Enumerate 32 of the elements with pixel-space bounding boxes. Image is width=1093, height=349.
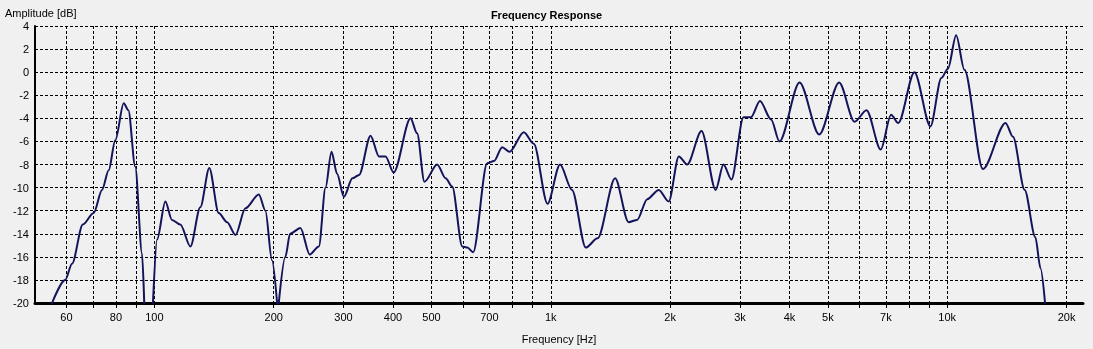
- x-tick-label: 5k: [822, 310, 835, 323]
- x-tick-label: 700: [480, 310, 499, 323]
- y-tick-label: -8: [19, 158, 29, 171]
- x-tick-label: 20k: [1057, 310, 1076, 323]
- x-tick-label: 500: [422, 310, 441, 323]
- x-tick-label: 4k: [783, 310, 796, 323]
- x-tick-label: 300: [334, 310, 353, 323]
- x-axis-title: Frequency [Hz]: [521, 332, 597, 345]
- y-tick-label: -14: [13, 227, 29, 240]
- x-tick-label: 1k: [544, 310, 558, 323]
- x-tick-label: 60: [60, 310, 73, 323]
- y-tick-label: -12: [13, 204, 29, 217]
- y-tick-label: -20: [13, 297, 29, 309]
- x-tick-label: 7k: [880, 310, 893, 323]
- y-tick-label: 2: [22, 43, 29, 56]
- x-tick-label: 200: [264, 310, 283, 323]
- y-tick-label: -10: [13, 181, 29, 194]
- y-tick-label: -4: [19, 112, 29, 125]
- chart-title: Frequency Response: [490, 8, 603, 21]
- x-tick-label: 2k: [664, 310, 677, 323]
- y-tick-label: 4: [22, 20, 29, 32]
- y-tick-label: 0: [22, 66, 29, 79]
- x-tick-label: 400: [383, 310, 403, 323]
- y-tick-label: -6: [19, 135, 29, 148]
- x-tick-label: 100: [145, 310, 164, 323]
- y-tick-label: -16: [13, 250, 29, 263]
- x-tick-label: 80: [109, 310, 123, 323]
- x-tick-label: 3k: [734, 310, 747, 323]
- y-tick-label: -2: [19, 89, 29, 102]
- x-tick-label: 10k: [938, 310, 957, 323]
- y-axis-title: Amplitude [dB]: [5, 6, 77, 19]
- y-tick-label: -18: [13, 273, 29, 286]
